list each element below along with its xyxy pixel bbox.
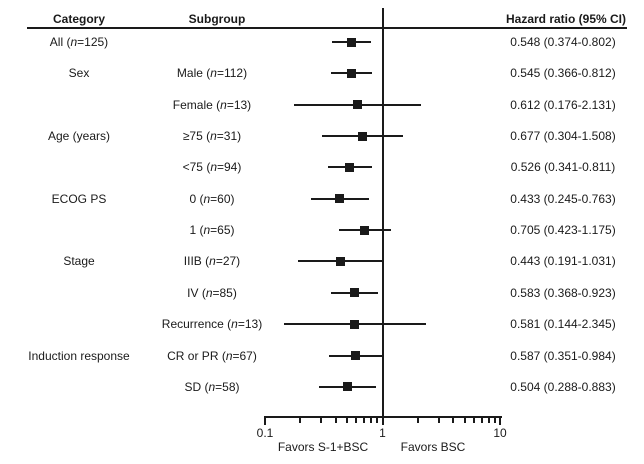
x-axis-tick-label: 1 <box>379 426 386 440</box>
header-divider <box>27 27 627 29</box>
x-axis-minor-tick <box>346 418 349 423</box>
favors-left-label: Favors S-1+BSC <box>277 440 369 454</box>
subgroup-label: IIIB (n=27) <box>183 254 241 269</box>
hazard-ratio-marker <box>345 162 355 172</box>
category-label: ECOG PS <box>51 191 107 206</box>
subgroup-label: SD (n=58) <box>184 379 240 394</box>
hazard-ratio-value: 0.581 (0.144-2.345) <box>510 317 616 332</box>
column-header-hazard-ratio: Hazard ratio (95% CI) <box>505 12 627 26</box>
hazard-ratio-marker <box>360 225 370 235</box>
subgroup-label: 0 (n=60) <box>189 191 235 206</box>
hazard-ratio-value: 0.548 (0.374-0.802) <box>510 35 616 49</box>
hazard-ratio-marker <box>350 319 360 329</box>
x-axis-minor-tick <box>376 418 379 423</box>
category-label: All (n=125) <box>49 35 109 49</box>
hazard-ratio-value: 0.443 (0.191-1.031) <box>510 254 616 269</box>
subgroup-label: IV (n=85) <box>187 285 237 300</box>
category-label: Sex <box>68 66 90 81</box>
hazard-ratio-marker <box>350 288 360 298</box>
hazard-ratio-marker <box>347 37 357 47</box>
x-axis-minor-tick <box>363 418 366 423</box>
x-axis-tick-label: 10 <box>493 426 507 440</box>
hazard-ratio-value: 0.583 (0.368-0.923) <box>510 285 616 300</box>
x-axis-minor-tick <box>355 418 358 423</box>
x-axis-minor-tick <box>487 418 490 423</box>
category-label: Stage <box>63 254 95 269</box>
x-axis-minor-tick <box>299 418 302 423</box>
hazard-ratio-value: 0.545 (0.366-0.812) <box>510 66 616 81</box>
subgroup-label: ≥75 (n=31) <box>182 129 242 144</box>
reference-line <box>382 8 384 418</box>
subgroup-label: Female (n=13) <box>172 97 252 112</box>
x-axis-minor-tick <box>463 418 466 423</box>
hazard-ratio-value: 0.526 (0.341-0.811) <box>510 160 616 175</box>
hazard-ratio-marker <box>335 194 345 204</box>
x-axis-minor-tick <box>320 418 323 423</box>
x-axis-minor-tick <box>437 418 440 423</box>
hazard-ratio-value: 0.677 (0.304-1.508) <box>510 129 616 144</box>
subgroup-label: <75 (n=94) <box>182 160 242 175</box>
x-axis-minor-tick <box>416 418 419 423</box>
hazard-ratio-marker <box>358 131 368 141</box>
hazard-ratio-value: 0.612 (0.176-2.131) <box>510 97 616 112</box>
subgroup-label: Recurrence (n=13) <box>161 317 263 332</box>
x-axis-minor-tick <box>334 418 337 423</box>
hazard-ratio-marker <box>352 100 362 110</box>
x-axis-minor-tick <box>452 418 455 423</box>
x-axis-major-tick <box>264 418 266 425</box>
hazard-ratio-marker <box>343 382 353 392</box>
hazard-ratio-value: 0.433 (0.245-0.763) <box>510 191 616 206</box>
hazard-ratio-marker <box>336 256 346 266</box>
column-header-subgroup: Subgroup <box>188 12 246 26</box>
favors-right-label: Favors BSC <box>400 440 466 454</box>
x-axis-tick-label: 0.1 <box>256 426 274 440</box>
subgroup-label: 1 (n=65) <box>189 223 235 238</box>
column-header-category: Category <box>52 12 105 26</box>
x-axis-minor-tick <box>370 418 373 423</box>
subgroup-label: Male (n=112) <box>176 66 248 81</box>
x-axis-minor-tick <box>472 418 475 423</box>
hazard-ratio-marker <box>347 68 357 78</box>
x-axis-major-tick <box>499 418 501 425</box>
subgroup-label: CR or PR (n=67) <box>167 348 257 363</box>
hazard-ratio-value: 0.504 (0.288-0.883) <box>510 379 616 394</box>
hazard-ratio-value: 0.587 (0.351-0.984) <box>510 348 616 363</box>
x-axis-minor-tick <box>480 418 483 423</box>
hazard-ratio-marker <box>350 351 360 360</box>
hazard-ratio-value: 0.705 (0.423-1.175) <box>510 223 616 238</box>
x-axis-minor-tick <box>493 418 496 423</box>
x-axis-major-tick <box>381 418 384 425</box>
category-label: Induction response <box>28 348 130 363</box>
category-label: Age (years) <box>47 129 111 144</box>
x-axis-line <box>264 416 502 418</box>
